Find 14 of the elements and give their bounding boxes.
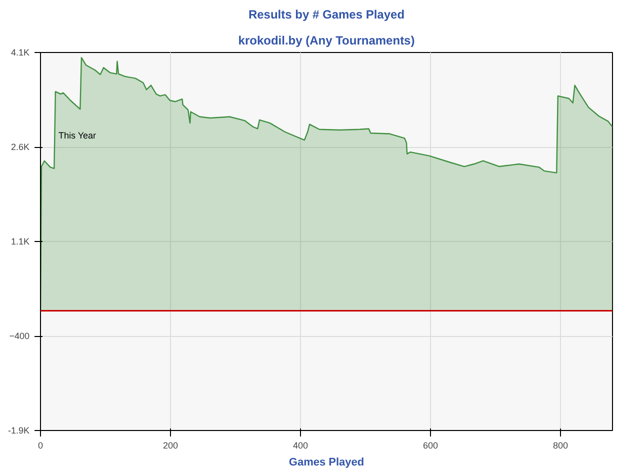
x-tick-label: 400 [292, 440, 308, 450]
y-tick-label: 1.1K [10, 236, 30, 246]
y-tick-label: −400 [9, 331, 30, 341]
annotation: This Year [58, 130, 96, 140]
y-tick-label: 4.1K [10, 48, 30, 58]
chart-title: Results by # Games Played [248, 8, 405, 22]
x-tick-label: 800 [552, 440, 568, 450]
x-tick-label: 600 [422, 440, 438, 450]
y-tick-label: -1.9K [8, 426, 30, 436]
x-tick-label: 0 [38, 440, 44, 450]
chart-subtitle: krokodil.by (Any Tournaments) [238, 34, 415, 48]
y-tick-label: 2.6K [10, 142, 30, 152]
x-tick-label: 200 [162, 440, 178, 450]
x-axis-title: Games Played [288, 456, 364, 468]
